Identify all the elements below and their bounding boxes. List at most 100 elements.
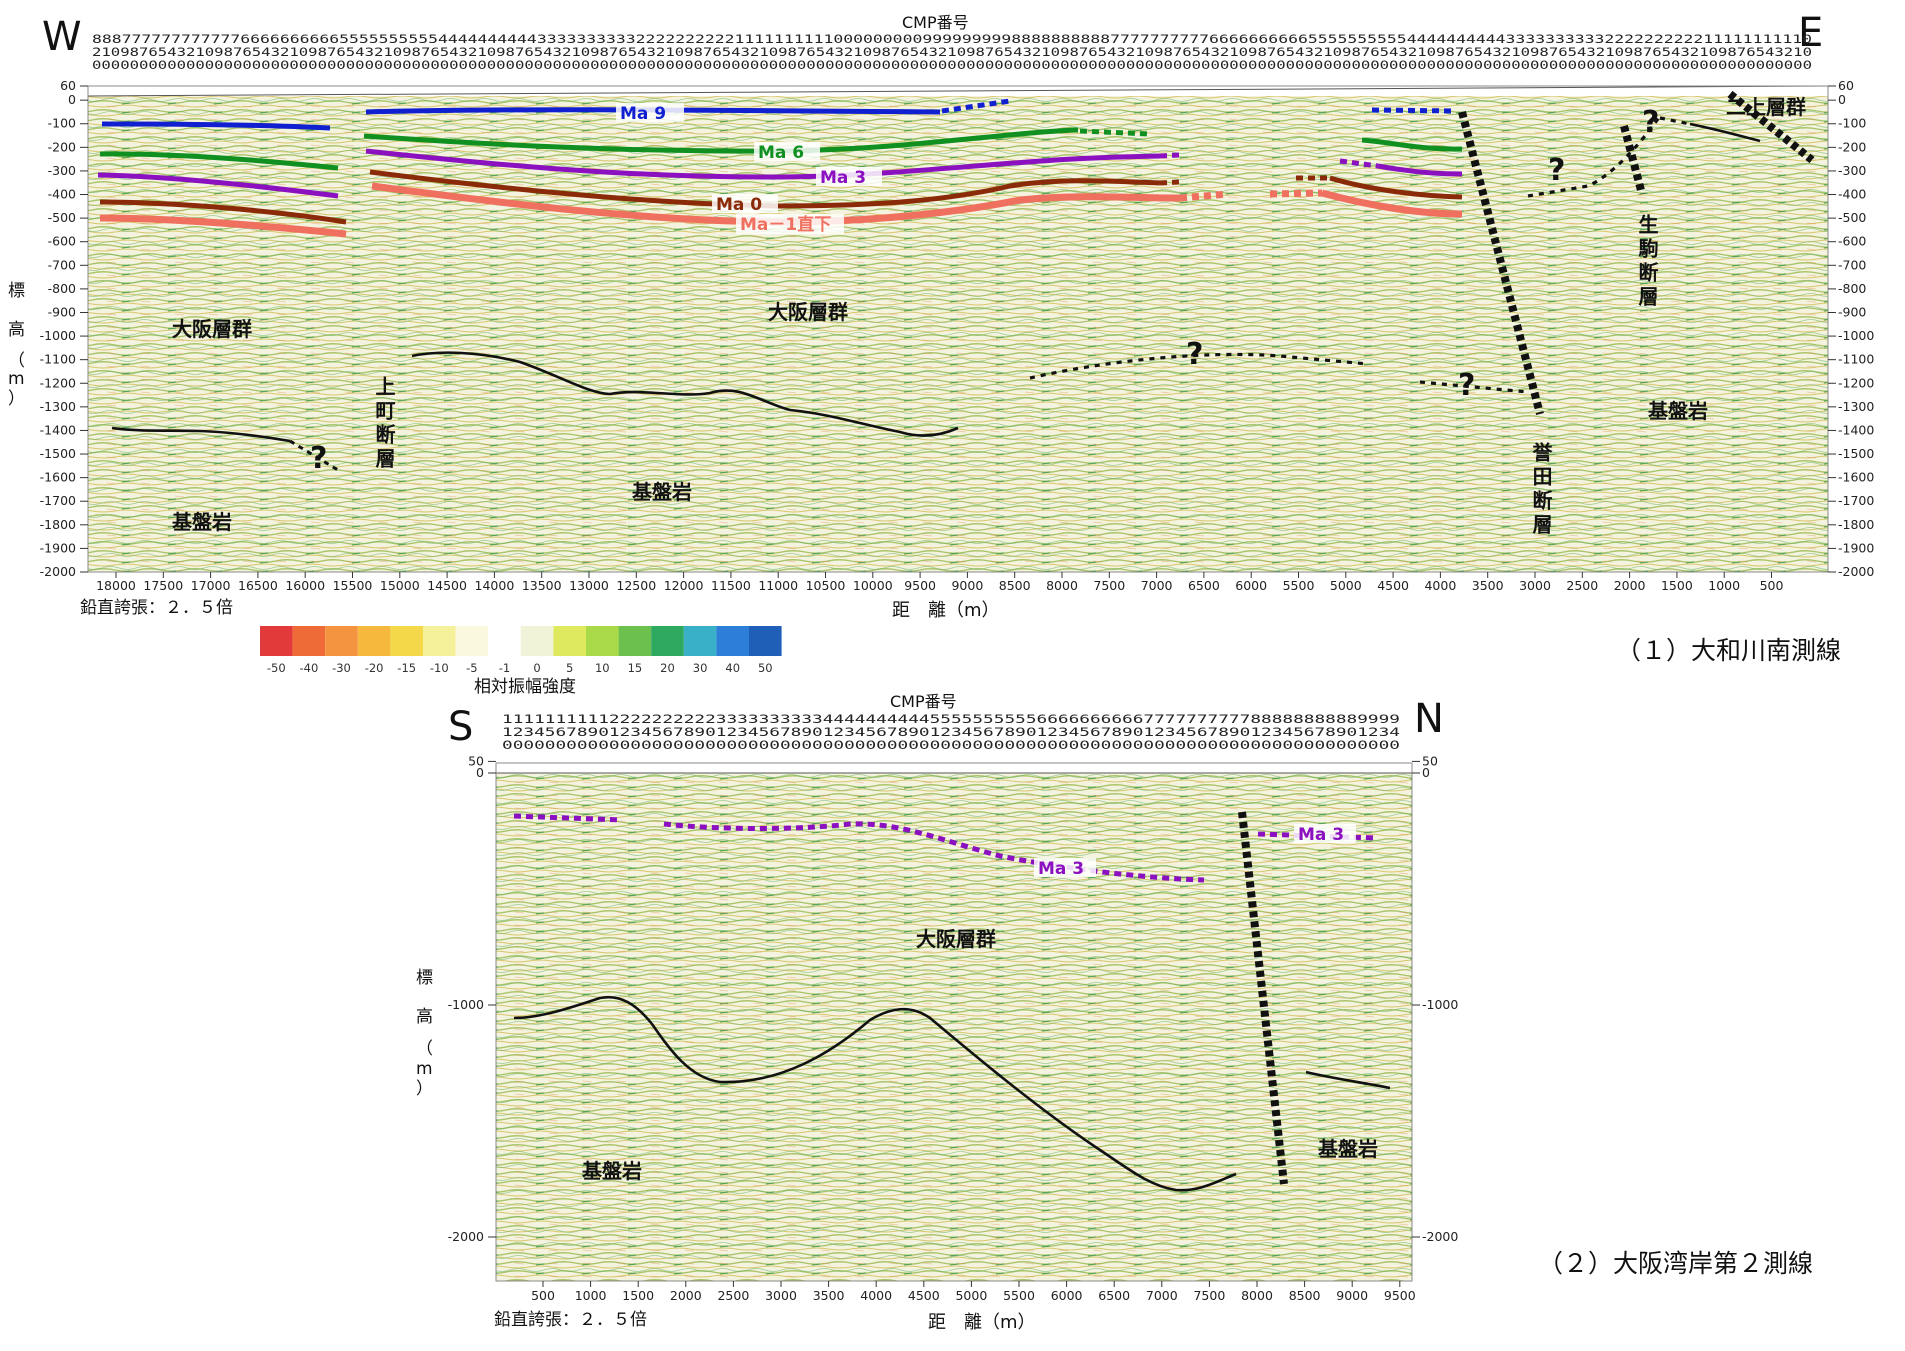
y-tick-label: 0 [1838,92,1846,107]
caption-panel-2: （２）大阪湾岸第２測線 [1538,1249,1813,1278]
cmp-row-hundreds: 1111111111222222222233333333334444444444… [502,712,1400,726]
y-tick-label: -1900 [1838,540,1874,555]
x-tick-label: 5000 [1330,578,1362,593]
y-tick-label: -1000 [1422,997,1458,1012]
y-tick-label: -1200 [40,375,76,390]
x-tick-label: 3500 [1472,578,1504,593]
x-tick-label: 15000 [380,578,420,593]
section-frame [87,85,1829,573]
direction-east: E [1798,10,1823,56]
y-tick-label: 60 [1838,78,1854,93]
x-tick-label: 4500 [908,1288,940,1303]
horizon-label-ma6: Ma 6 [758,143,804,163]
x-tick-label: 16000 [285,578,325,593]
label-osaka-group-center: 大阪層群 [768,300,848,324]
y-label-char: ） [416,1079,433,1099]
x-tick-label: 6000 [1051,1288,1083,1303]
label-ikoma-fault: 生駒断層 [1635,214,1659,310]
label-basement-west: 基盤岩 [172,510,232,534]
y-tick-label: -2000 [40,564,76,579]
x-axis: 18000 17500 17000 16500 16000 15500 15000 14500… [96,572,1783,593]
y-tick-label: 50 [1422,753,1438,768]
colorbar-swatch [357,626,391,656]
label-osaka-group-west: 大阪層群 [172,317,252,341]
colorbar-tick-label: -30 [332,661,351,675]
direction-west: W [42,14,82,60]
label-osaka-group-2: 大阪層群 [916,927,996,951]
seismic-texture-overlay [496,773,1412,1281]
y-tick-label: -100 [48,116,76,131]
x-tick-label: 14500 [427,578,467,593]
x-tick-label: 6000 [1235,578,1267,593]
horizon-label-ma-1: Ma－1直下 [740,214,831,235]
colorbar-tick-label: 30 [693,661,708,675]
horizon-label-ma3-2: Ma 3 [1038,859,1084,879]
x-tick-label: 3000 [1519,578,1551,593]
x-tick-label: 7500 [1093,578,1125,593]
uncertain-mark: ? [1548,153,1565,188]
y-tick-label: -600 [48,234,76,249]
y-tick-label: -1800 [1838,517,1874,532]
colorbar-swatch [520,626,554,656]
uncertain-mark: ? [310,441,327,476]
colorbar-swatch [260,626,293,656]
basement-top-center [411,351,959,437]
colorbar-tick-label: 10 [595,661,610,675]
horizon-label-ma9: Ma 9 [620,104,666,124]
colorbar-tick-label: -40 [300,661,319,675]
horizon-ma9: Ma 9 [101,98,1457,131]
uncertain-mark: ? [1458,368,1475,403]
y-tick-label: -500 [48,210,76,225]
x-tick-label: 16500 [238,578,278,593]
x-tick-label: 11500 [711,578,751,593]
x-tick-label: 1500 [622,1288,654,1303]
label-basement-center: 基盤岩 [632,480,692,504]
y-label-char: 高 [416,1007,433,1027]
section-frame-2 [495,762,1413,1282]
caption-panel-1: （１）大和川南測線 [1616,636,1841,665]
colorbar-swatch [423,626,456,656]
y-label-char: ） [8,389,25,409]
x-tick-label: 9500 [904,578,936,593]
x-axis-2: 500 1000 1500 2000 2500 3000 3500 4000 4500 5000 5… [531,1281,1416,1303]
y-axis-right-2: 500 -1000 -2000 [1412,753,1458,1244]
y-tick-label: -400 [48,187,76,202]
colorbar-swatch [488,626,521,656]
cmp-row-units: 0000000000000000000000000000000000000000… [92,58,1812,72]
colorbar-swatch [553,626,586,656]
vertical-label-text: 誉田断層 [1529,441,1553,538]
y-tick-label: -1500 [1838,446,1874,461]
basement-top-west [111,426,291,443]
label-basement-east: 基盤岩 [1648,399,1708,423]
y-label-char: 標 [8,281,25,301]
x-tick-label: 7500 [1193,1288,1225,1303]
colorbar-swatch [683,626,717,656]
horizon-label-ma3: Ma 3 [820,168,866,188]
basement-top-inferred-east [1029,352,1369,380]
x-tick-label: 5500 [1283,578,1315,593]
x-tick-label: 8500 [999,578,1031,593]
y-tick-label: 0 [68,92,76,107]
x-tick-label: 4000 [1424,578,1456,593]
x-tick-label: 9000 [1336,1288,1368,1303]
horizon-ma3: Ma 3 [97,148,1463,199]
y-tick-label: -1000 [40,328,76,343]
x-tick-label: 11000 [758,578,798,593]
label-basement-north: 基盤岩 [1318,1137,1378,1161]
y-axis-left-2: 500 -1000 -2000 [448,753,496,1244]
y-tick-label: -1900 [40,540,76,555]
y-tick-label: -1700 [1838,493,1874,508]
x-tick-label: 15500 [333,578,373,593]
y-tick-label: -400 [1838,187,1866,202]
y-tick-label: 0 [476,765,484,780]
y-axis-left: 600 -100 -200 -300 -400 -500 -600 -700 -800 -900 -… [40,78,88,579]
colorbar-swatch [586,626,619,656]
y-tick-label: -800 [1838,281,1866,296]
x-tick-label: 4500 [1377,578,1409,593]
colorbar-tick-label: 20 [660,661,675,675]
colorbar-label: 相対振幅強度 [474,677,576,697]
uncertain-mark: ? [1186,337,1203,372]
y-label-char: m [416,1059,433,1079]
y-tick-label: -1400 [40,422,76,437]
